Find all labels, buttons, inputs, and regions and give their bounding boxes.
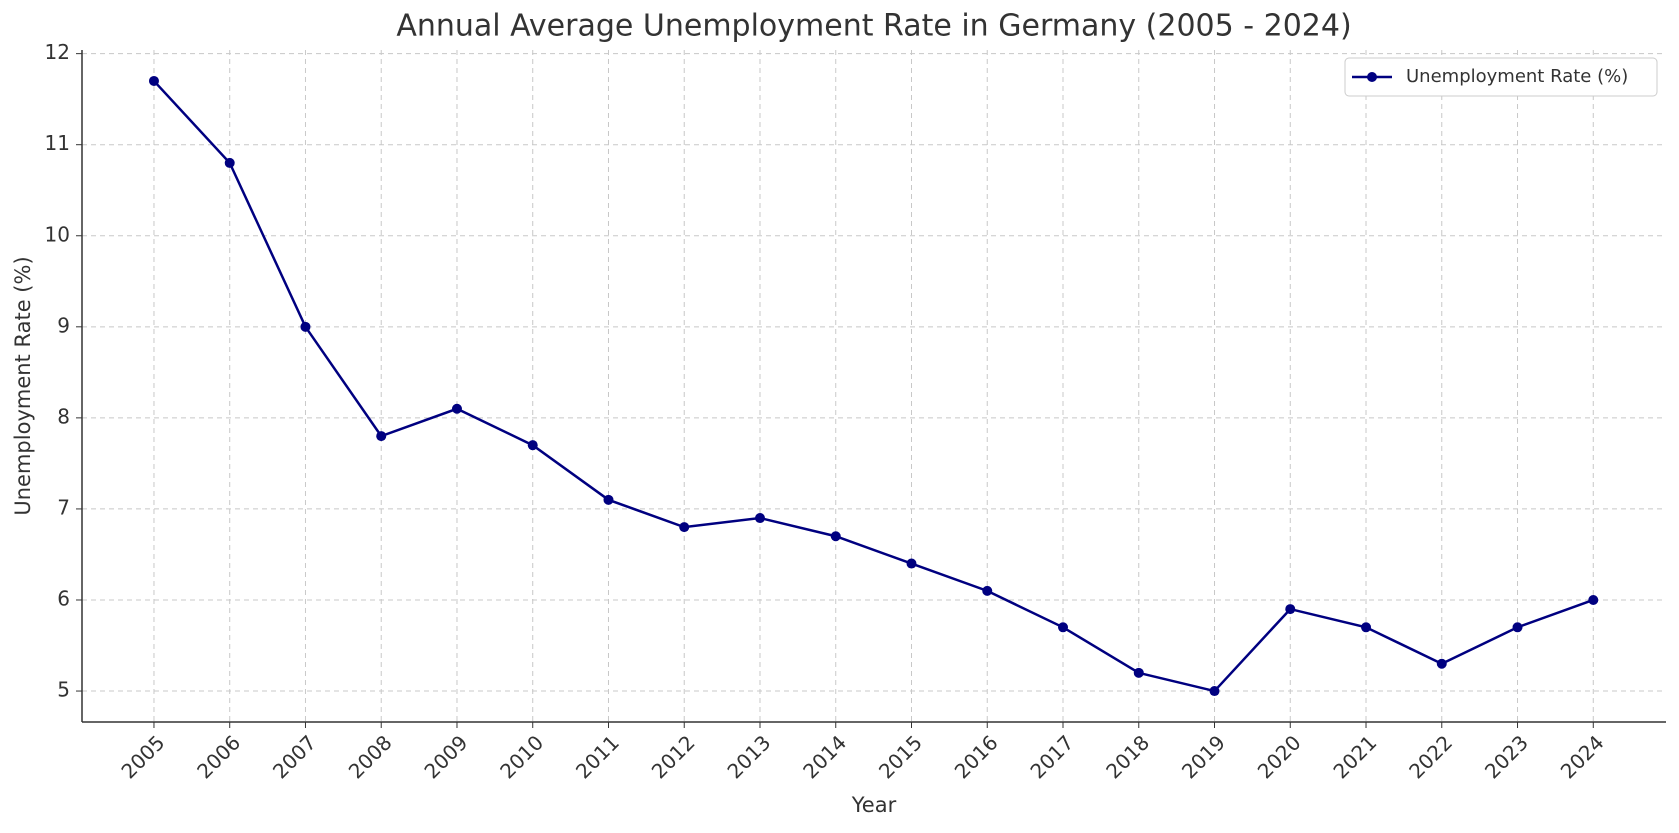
- legend: Unemployment Rate (%): [1344, 57, 1658, 97]
- x-tick-label: 2016: [950, 730, 1003, 783]
- data-point: [906, 558, 917, 569]
- data-line: [153, 80, 1594, 693]
- y-tick-label: 11: [45, 131, 70, 155]
- y-tick-label: 6: [57, 586, 70, 610]
- x-tick-label: 2023: [1480, 730, 1533, 783]
- y-axis-label: Unemployment Rate (%): [11, 256, 35, 515]
- data-point: [376, 431, 387, 442]
- data-point: [527, 440, 538, 451]
- y-tick-label: 12: [45, 40, 70, 64]
- data-point: [754, 513, 765, 524]
- data-point: [603, 494, 614, 505]
- x-tick-label: 2019: [1177, 730, 1230, 783]
- x-tick-label: 2017: [1025, 730, 1078, 783]
- data-point: [1361, 622, 1372, 633]
- x-tick-label: 2013: [722, 730, 775, 783]
- data-point: [1285, 604, 1296, 615]
- data-point: [1133, 667, 1144, 678]
- x-tick-label: 2021: [1328, 730, 1381, 783]
- data-point: [679, 522, 690, 533]
- x-tick-label: 2010: [495, 730, 548, 783]
- x-tick-label: 2022: [1404, 730, 1457, 783]
- data-point: [451, 403, 462, 414]
- data-point: [300, 321, 311, 332]
- chart-title: Annual Average Unemployment Rate in Germ…: [396, 9, 1351, 44]
- y-tick-label: 9: [57, 313, 70, 337]
- y-tick-label: 10: [45, 222, 70, 246]
- data-point: [224, 157, 235, 168]
- x-tick-label: 2018: [1101, 730, 1154, 783]
- y-tick-label: 7: [57, 495, 70, 519]
- data-point: [1209, 686, 1220, 697]
- legend-marker: [1367, 72, 1377, 82]
- x-tick-label: 2020: [1253, 730, 1306, 783]
- data-point: [1436, 658, 1447, 669]
- x-axis-label: Year: [851, 793, 897, 817]
- x-tick-label: 2015: [874, 730, 927, 783]
- x-tick-label: 2024: [1556, 730, 1609, 783]
- x-tick-label: 2009: [419, 730, 472, 783]
- data-point: [1058, 622, 1069, 633]
- x-tick-label: 2006: [192, 730, 245, 783]
- x-tick-label: 2005: [116, 730, 169, 783]
- x-tick-label: 2012: [647, 730, 700, 783]
- data-point: [148, 75, 159, 86]
- x-tick-label: 2014: [798, 730, 851, 783]
- data-point: [1512, 622, 1523, 633]
- data-point: [982, 585, 993, 596]
- x-tick-label: 2007: [268, 730, 321, 783]
- legend-box: [1344, 57, 1658, 97]
- data-point: [830, 531, 841, 542]
- data-point: [1588, 594, 1599, 605]
- x-tick-label: 2008: [344, 730, 397, 783]
- y-tick-label: 8: [57, 404, 70, 428]
- x-tick-label: 2011: [571, 730, 624, 783]
- y-tick-label: 5: [57, 678, 70, 702]
- legend-label: Unemployment Rate (%): [1406, 66, 1628, 87]
